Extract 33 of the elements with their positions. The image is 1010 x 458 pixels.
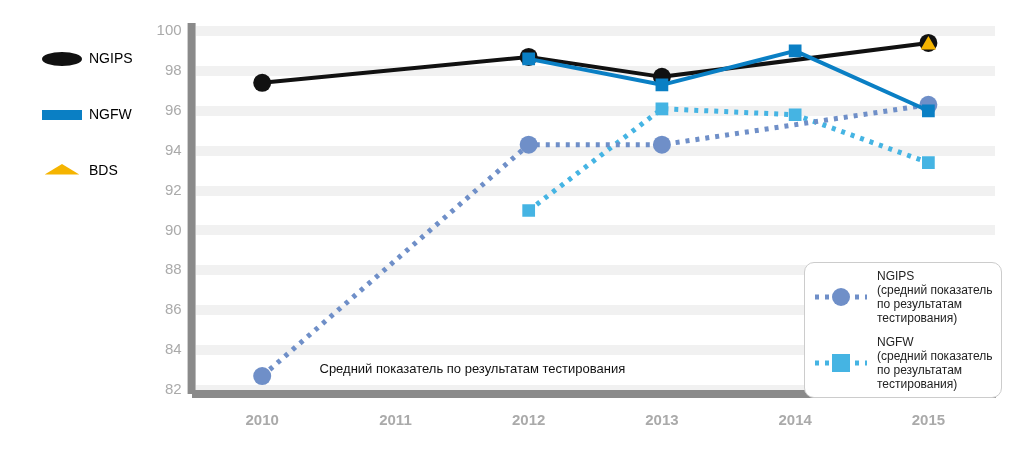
point: [522, 204, 536, 217]
x-tick-label: 2010: [245, 411, 279, 429]
point: [922, 104, 935, 118]
point: [253, 73, 272, 92]
point: [652, 135, 671, 154]
point: [788, 44, 802, 58]
x-tick-label: 2011: [379, 411, 412, 429]
point: [655, 78, 669, 92]
point: [253, 367, 272, 386]
annotation: Средний показатель по результатам тестирования: [319, 361, 626, 377]
y-tick-label: 92: [164, 180, 182, 198]
legend-label: BDS: [89, 161, 118, 178]
legend-label: NGFW: [89, 105, 133, 122]
y-tick-label: 98: [164, 61, 182, 79]
legend-label: NGIPS (средний показатель по результатам тестирования): [877, 269, 993, 325]
y-tick-label: 82: [164, 380, 182, 398]
y-tick-label: 88: [164, 260, 182, 278]
x-tick-label: 2012: [511, 411, 546, 429]
y-tick-label: 84: [164, 340, 182, 358]
y-tick-label: 90: [164, 220, 182, 238]
x-tick-label: 2013: [645, 411, 679, 429]
x-tick-label: 2015: [911, 411, 946, 429]
y-tick-label: 100: [156, 21, 182, 39]
y-tick-label: 86: [164, 300, 182, 318]
legend-label: NGFW (средний показатель по результатам тестирования): [877, 335, 993, 391]
legend-label: NGIPS: [89, 49, 133, 66]
y-tick-label: 94: [164, 140, 182, 158]
point: [655, 102, 669, 116]
point: [922, 156, 935, 169]
y-tick-label: 96: [164, 100, 182, 118]
point: [519, 135, 538, 154]
point: [788, 108, 802, 122]
x-tick-label: 2014: [778, 411, 813, 429]
